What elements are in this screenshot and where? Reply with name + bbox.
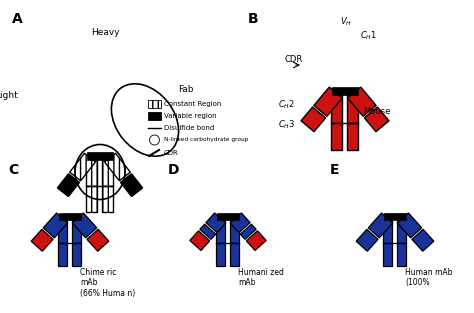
Text: E: E (330, 163, 339, 177)
Text: A: A (12, 12, 23, 26)
Polygon shape (43, 213, 68, 238)
Polygon shape (347, 87, 376, 116)
Text: $V_H$: $V_H$ (340, 15, 352, 28)
Bar (347, 122, 358, 150)
Polygon shape (368, 213, 393, 238)
Polygon shape (57, 174, 80, 197)
Bar (217, 220, 226, 243)
Bar (148, 100, 161, 108)
Text: $C_H2$: $C_H2$ (278, 99, 295, 111)
Text: $C_H3$: $C_H3$ (278, 119, 295, 131)
Text: Constant Region: Constant Region (164, 101, 221, 107)
Text: C: C (8, 163, 18, 177)
Polygon shape (190, 231, 210, 250)
Polygon shape (31, 229, 53, 251)
Bar (230, 243, 239, 266)
Polygon shape (200, 224, 216, 239)
Text: CDR: CDR (285, 55, 303, 64)
Bar (102, 160, 113, 186)
Bar (87, 152, 113, 160)
Bar (59, 213, 81, 220)
Bar (331, 122, 343, 150)
Polygon shape (120, 174, 143, 197)
Text: Chime ric
mAb
(66% Huma n): Chime ric mAb (66% Huma n) (80, 268, 135, 298)
Polygon shape (246, 231, 266, 250)
Bar (102, 186, 113, 212)
Polygon shape (87, 229, 109, 251)
Polygon shape (365, 107, 389, 132)
Polygon shape (206, 213, 226, 233)
Text: Mouse: Mouse (363, 107, 391, 116)
Bar (148, 112, 161, 120)
Polygon shape (72, 213, 97, 238)
Polygon shape (240, 224, 256, 239)
Text: CDR: CDR (164, 150, 179, 156)
Bar (73, 243, 82, 266)
Bar (347, 95, 358, 122)
Text: Light: Light (0, 90, 18, 100)
Bar (86, 160, 98, 186)
Bar (58, 220, 67, 243)
Polygon shape (70, 153, 95, 181)
Polygon shape (314, 87, 342, 116)
Polygon shape (104, 153, 130, 181)
Bar (384, 213, 406, 220)
Bar (58, 243, 67, 266)
Polygon shape (356, 229, 378, 251)
Bar (383, 220, 392, 243)
Text: Humani zed
mAb: Humani zed mAb (238, 268, 284, 287)
Text: Heavy: Heavy (91, 28, 119, 37)
Text: F: F (59, 185, 64, 194)
Bar (398, 220, 407, 243)
Text: Variable region: Variable region (164, 113, 217, 119)
Polygon shape (412, 229, 434, 251)
Bar (398, 243, 407, 266)
Text: Disulfide bond: Disulfide bond (164, 125, 214, 131)
Polygon shape (397, 213, 422, 238)
Bar (331, 95, 343, 122)
Text: N-linked carbohydrate group: N-linked carbohydrate group (164, 137, 248, 142)
Text: B: B (248, 12, 259, 26)
Text: $C_H1$: $C_H1$ (360, 30, 377, 43)
Bar (230, 220, 239, 243)
Bar (383, 243, 392, 266)
Bar (332, 87, 358, 95)
Text: D: D (168, 163, 180, 177)
Bar (73, 220, 82, 243)
Bar (217, 243, 226, 266)
Text: Human mAb
(100%: Human mAb (100% (405, 268, 453, 287)
Polygon shape (301, 107, 326, 132)
Bar (217, 213, 239, 220)
Bar (86, 186, 98, 212)
Polygon shape (230, 213, 250, 233)
Text: Fab: Fab (178, 85, 193, 95)
